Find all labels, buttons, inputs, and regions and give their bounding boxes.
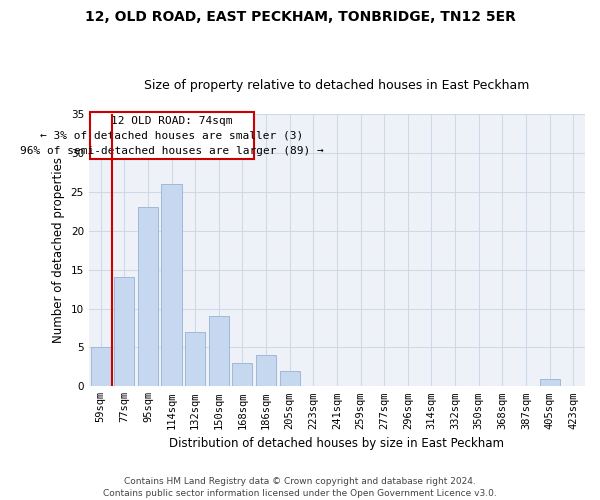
X-axis label: Distribution of detached houses by size in East Peckham: Distribution of detached houses by size …: [169, 437, 505, 450]
Text: Contains HM Land Registry data © Crown copyright and database right 2024.
Contai: Contains HM Land Registry data © Crown c…: [103, 476, 497, 498]
Bar: [232, 363, 253, 386]
Y-axis label: Number of detached properties: Number of detached properties: [52, 157, 65, 343]
Bar: [256, 355, 276, 386]
Bar: [539, 378, 560, 386]
Title: Size of property relative to detached houses in East Peckham: Size of property relative to detached ho…: [144, 79, 530, 92]
Bar: [91, 348, 110, 387]
Bar: [138, 208, 158, 386]
Text: 12 OLD ROAD: 74sqm
← 3% of detached houses are smaller (3)
96% of semi-detached : 12 OLD ROAD: 74sqm ← 3% of detached hous…: [20, 116, 324, 156]
Text: 12, OLD ROAD, EAST PECKHAM, TONBRIDGE, TN12 5ER: 12, OLD ROAD, EAST PECKHAM, TONBRIDGE, T…: [85, 10, 515, 24]
Bar: [209, 316, 229, 386]
Bar: [161, 184, 182, 386]
Bar: [185, 332, 205, 386]
FancyBboxPatch shape: [90, 112, 254, 159]
Bar: [280, 370, 299, 386]
Bar: [114, 278, 134, 386]
